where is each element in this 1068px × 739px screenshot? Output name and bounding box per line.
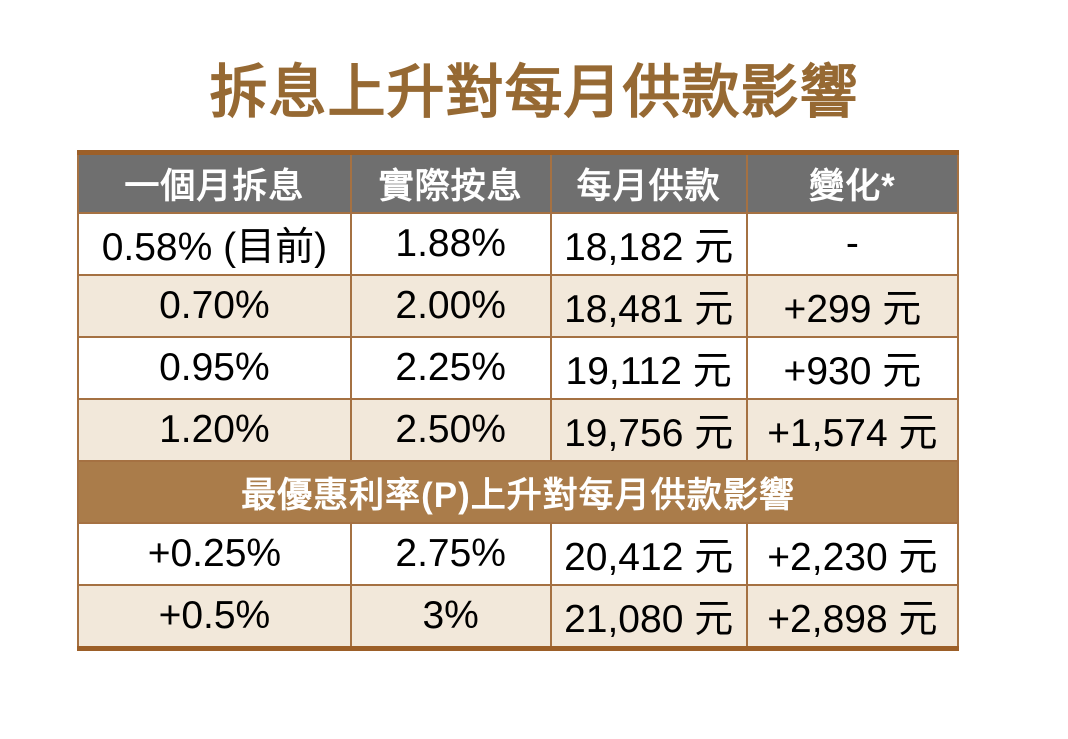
column-header-monthly-payment: 每月供款 <box>549 151 748 214</box>
table-cell: 19,112 元 <box>549 336 748 400</box>
table-cell: 19,756 元 <box>549 398 748 462</box>
page-title: 拆息上升對每月供款影響 <box>209 60 859 125</box>
table-cell: +2,230 元 <box>745 522 960 586</box>
table-cell: 0.70% <box>77 274 352 338</box>
section-header-label: 最優惠利率(P)上升對每月供款影響 <box>77 460 959 524</box>
table-cell: 18,182 元 <box>549 212 748 276</box>
table-row: +0.25% 2.75% 20,412 元 +2,230 元 <box>77 522 960 586</box>
rates-table-container: 一個月拆息 實際按息 每月供款 變化* 0.58% (目前) 1.88% 18,… <box>77 150 960 651</box>
table-cell: - <box>745 212 960 276</box>
column-header-hibor: 一個月拆息 <box>77 151 352 214</box>
table-cell: 1.88% <box>349 212 552 276</box>
table-row: 0.95% 2.25% 19,112 元 +930 元 <box>77 336 960 400</box>
table-cell: +299 元 <box>745 274 960 338</box>
table-row: +0.5% 3% 21,080 元 +2,898 元 <box>77 584 960 650</box>
table-cell: 2.00% <box>349 274 552 338</box>
table-cell: +1,574 元 <box>745 398 960 462</box>
table-cell: 0.58% (目前) <box>77 212 352 276</box>
table-cell: 0.95% <box>77 336 352 400</box>
table-cell: 2.75% <box>349 522 552 586</box>
table-row: 1.20% 2.50% 19,756 元 +1,574 元 <box>77 398 960 462</box>
mortgage-impact-table: 一個月拆息 實際按息 每月供款 變化* 0.58% (目前) 1.88% 18,… <box>77 150 960 651</box>
table-cell: +930 元 <box>745 336 960 400</box>
table-cell: 2.25% <box>349 336 552 400</box>
table-cell: +0.5% <box>77 584 352 650</box>
column-header-actual-rate: 實際按息 <box>349 151 552 214</box>
table-row: 0.58% (目前) 1.88% 18,182 元 - <box>77 212 960 276</box>
table-cell: 1.20% <box>77 398 352 462</box>
header-row: 一個月拆息 實際按息 每月供款 變化* <box>77 151 960 214</box>
table-cell: 3% <box>349 584 552 650</box>
table-cell: 21,080 元 <box>549 584 748 650</box>
table-cell: +2,898 元 <box>745 584 960 650</box>
table-cell: 20,412 元 <box>549 522 748 586</box>
table-cell: +0.25% <box>77 522 352 586</box>
table-row: 0.70% 2.00% 18,481 元 +299 元 <box>77 274 960 338</box>
table-cell: 2.50% <box>349 398 552 462</box>
column-header-change: 變化* <box>745 151 960 214</box>
section-header-row: 最優惠利率(P)上升對每月供款影響 <box>77 460 959 524</box>
table-cell: 18,481 元 <box>549 274 748 338</box>
